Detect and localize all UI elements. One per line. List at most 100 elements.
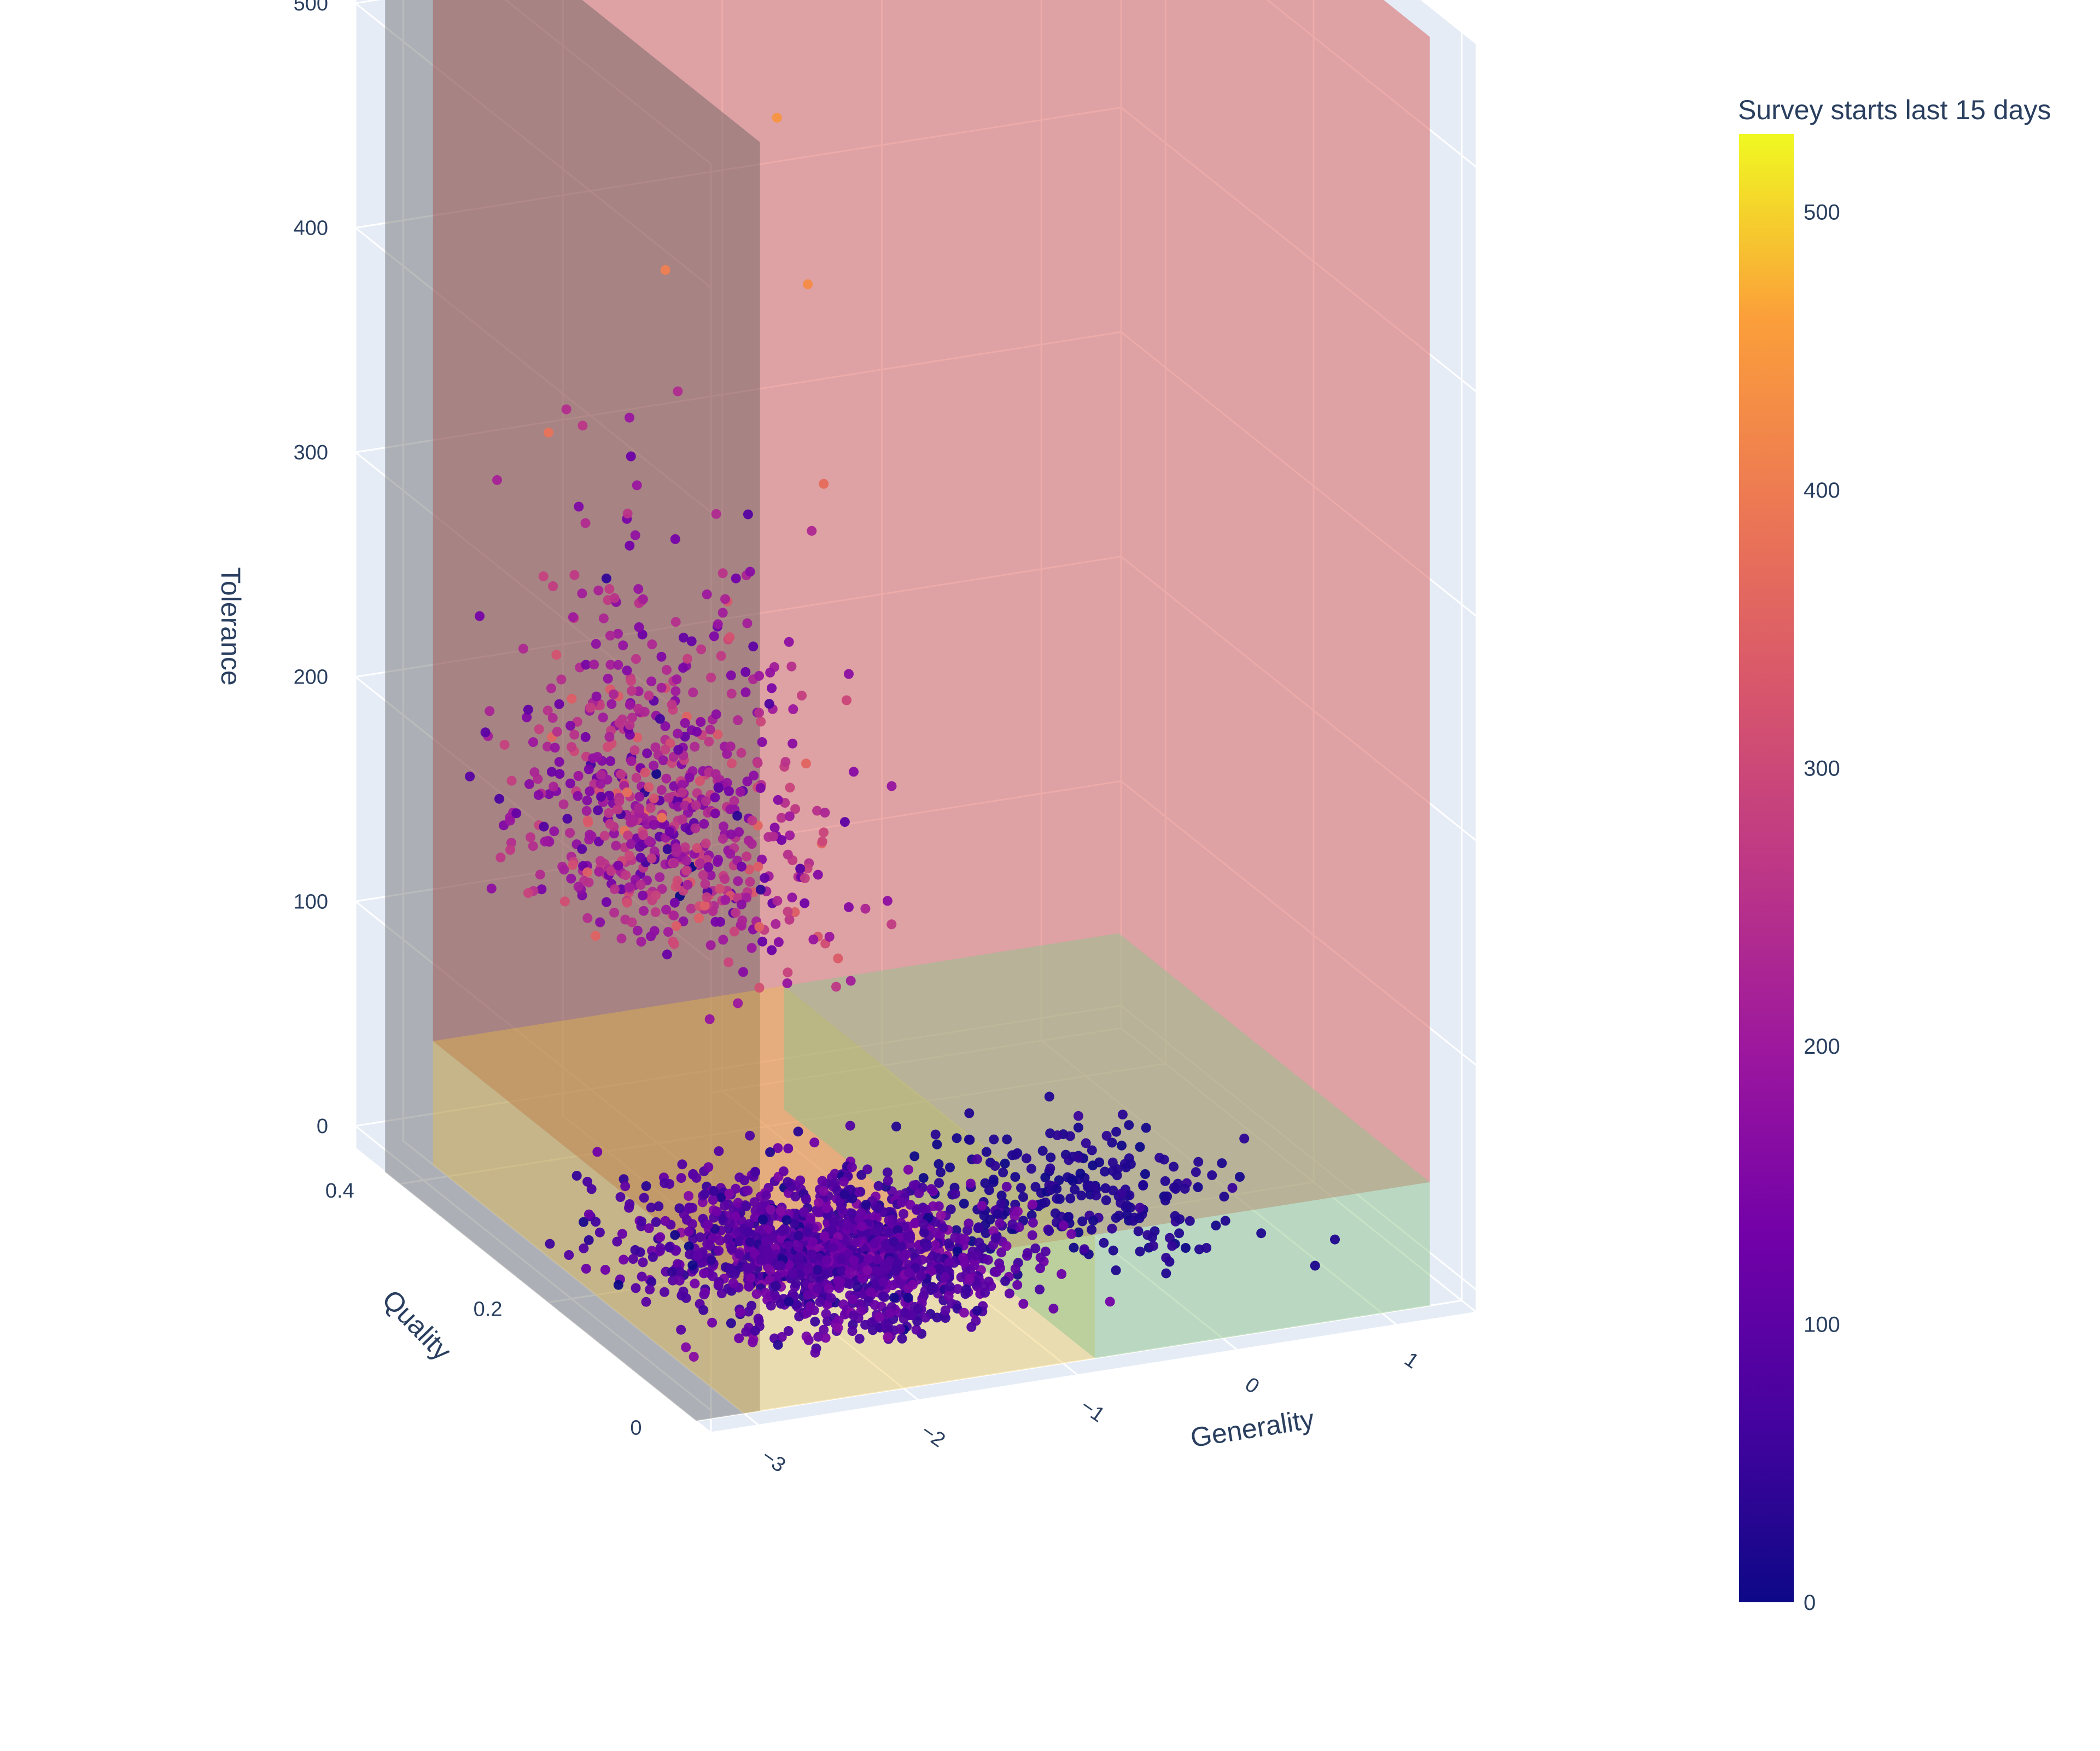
data-point (728, 1278, 738, 1288)
data-point (881, 1239, 891, 1249)
data-point (615, 1192, 626, 1202)
data-point (1068, 1176, 1078, 1186)
data-point (1018, 1299, 1029, 1309)
data-point (981, 1147, 991, 1157)
data-point (801, 1194, 812, 1205)
data-point (1235, 1172, 1245, 1182)
data-point (1239, 1134, 1250, 1144)
data-point (1121, 1202, 1131, 1212)
data-point (625, 699, 635, 710)
data-point (1079, 1244, 1089, 1254)
data-point (691, 1172, 702, 1183)
data-point (911, 1324, 921, 1335)
data-point (715, 1235, 725, 1246)
data-point (1075, 1169, 1086, 1178)
data-point (681, 866, 692, 876)
data-point (580, 732, 591, 742)
data-point (1167, 1241, 1177, 1251)
data-point (1099, 1238, 1109, 1248)
data-point (725, 804, 736, 815)
region-face (784, 1057, 1430, 1358)
data-point (639, 906, 649, 916)
data-point (787, 892, 797, 903)
data-point (555, 769, 565, 779)
data-point (726, 829, 736, 839)
data-point (1065, 1131, 1075, 1141)
data-point (631, 1283, 641, 1293)
data-point (593, 805, 603, 815)
data-point (725, 1263, 736, 1274)
data-point (977, 1200, 987, 1211)
data-point (475, 611, 485, 621)
data-point (773, 1340, 783, 1350)
z-gridline (353, 556, 1477, 962)
data-point (1117, 1188, 1127, 1199)
data-point (744, 864, 755, 874)
data-point (746, 839, 757, 849)
data-point (836, 1204, 847, 1214)
data-point (790, 804, 801, 814)
data-point (1037, 1146, 1048, 1156)
data-point (536, 884, 547, 895)
data-point (625, 412, 634, 423)
data-point (940, 1313, 950, 1323)
data-point (698, 870, 708, 880)
data-point (584, 764, 594, 774)
data-point (556, 674, 567, 685)
data-point (743, 1306, 754, 1317)
data-point (979, 1281, 989, 1292)
data-point (960, 1289, 971, 1299)
data-point (819, 1186, 829, 1196)
x-tick-label: −2 (917, 1420, 949, 1452)
data-point (808, 1237, 818, 1247)
data-point (725, 849, 736, 859)
data-point (670, 617, 681, 627)
data-point (604, 584, 615, 594)
data-point (645, 1285, 655, 1295)
data-point (737, 915, 748, 926)
data-point (735, 787, 745, 797)
data-point (582, 815, 593, 826)
data-point (829, 1217, 839, 1227)
data-point (964, 1274, 975, 1284)
data-point (613, 860, 623, 871)
data-point (1135, 1142, 1145, 1152)
data-point (689, 1352, 699, 1362)
data-point (1193, 1157, 1204, 1167)
data-point (783, 849, 793, 860)
data-point (542, 742, 552, 752)
data-point (655, 1232, 666, 1242)
data-point (1074, 1153, 1084, 1163)
data-point (1087, 1224, 1097, 1235)
data-point (655, 714, 665, 724)
data-point (725, 742, 736, 751)
z-tick-label: 300 (294, 441, 328, 464)
data-point (1081, 1138, 1091, 1148)
data-point (669, 939, 679, 949)
data-point (606, 866, 616, 876)
data-point (860, 903, 871, 914)
data-point (649, 926, 660, 936)
data-point (944, 1238, 954, 1248)
data-point (734, 1236, 744, 1246)
data-point (584, 1209, 594, 1219)
data-point (726, 1244, 737, 1254)
data-point (1030, 1243, 1041, 1253)
data-point (605, 819, 615, 829)
data-point (505, 845, 516, 855)
data-point (803, 1289, 813, 1300)
data-point (936, 1210, 946, 1221)
data-point (626, 451, 636, 462)
data-point (899, 1209, 909, 1219)
data-point (568, 612, 578, 622)
data-point (1169, 1162, 1179, 1172)
data-point (828, 1242, 838, 1253)
data-point (885, 1256, 895, 1266)
data-point (1035, 1263, 1045, 1274)
data-point (672, 674, 682, 685)
data-point (844, 669, 854, 679)
data-point (581, 659, 591, 670)
data-point (550, 743, 560, 753)
data-point (687, 1260, 698, 1270)
data-point (738, 967, 748, 977)
